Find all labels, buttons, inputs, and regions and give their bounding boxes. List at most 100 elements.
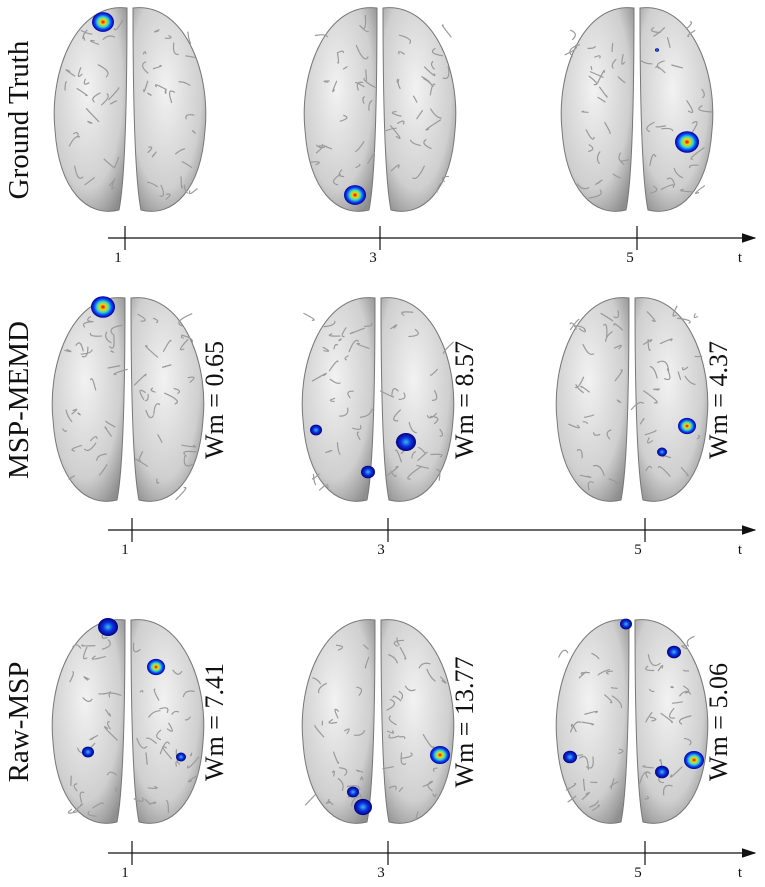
- activation: [344, 185, 366, 205]
- sulcus: [575, 384, 584, 394]
- sulcus: [564, 44, 578, 56]
- sulcus: [386, 730, 395, 734]
- sulcus: [304, 794, 316, 806]
- row-label: MSP-MEMD: [3, 321, 35, 479]
- sulcus: [101, 639, 111, 650]
- sulcus: [398, 690, 404, 700]
- sulcus: [639, 417, 645, 425]
- sulcus: [396, 120, 405, 125]
- sulcus: [395, 449, 402, 463]
- sulcus: [397, 81, 401, 90]
- sulcus: [132, 642, 141, 653]
- sulcus: [600, 312, 614, 322]
- sulcus: [614, 344, 622, 350]
- sulcus: [159, 707, 169, 713]
- sulcus: [680, 466, 689, 477]
- axis-end-label: t: [738, 250, 743, 266]
- sulcus: [355, 163, 361, 169]
- sulcus: [143, 80, 149, 93]
- axis-end-label: t: [738, 542, 743, 558]
- sulcus: [325, 800, 331, 804]
- sulcus: [407, 466, 422, 480]
- sulcus: [75, 342, 84, 352]
- tick-label: 5: [634, 542, 642, 558]
- hemisphere: [380, 619, 455, 824]
- sulcus: [87, 810, 97, 817]
- hemisphere: [634, 297, 709, 502]
- sulcus: [682, 685, 690, 694]
- sulcus: [81, 346, 89, 358]
- sulcus: [89, 734, 99, 741]
- sulcus: [331, 770, 335, 777]
- sulcus: [611, 58, 617, 69]
- sulcus: [152, 317, 159, 324]
- sulcus: [139, 389, 146, 400]
- sulcus: [356, 81, 364, 91]
- sulcus: [134, 458, 149, 468]
- sulcus: [605, 670, 614, 675]
- activation: [620, 618, 632, 630]
- sulcus: [348, 339, 359, 352]
- sulcus: [642, 339, 653, 346]
- sulcus: [339, 407, 349, 417]
- sulcus: [315, 144, 327, 149]
- sulcus: [653, 27, 665, 37]
- sulcus: [359, 408, 373, 418]
- sulcus: [355, 44, 369, 60]
- sulcus: [133, 797, 144, 803]
- sulcus: [344, 728, 350, 735]
- sulcus: [595, 179, 603, 185]
- sulcus: [614, 369, 623, 382]
- sulcus: [664, 368, 671, 381]
- sulcus: [441, 175, 450, 182]
- brain-panel: [51, 618, 205, 824]
- brain-panel: [555, 618, 709, 824]
- sulcus: [171, 710, 180, 715]
- brain-panel: [560, 7, 714, 212]
- sulcus: [109, 100, 118, 105]
- sulcus: [64, 81, 68, 91]
- sulcus: [642, 765, 654, 769]
- sulcus: [310, 161, 320, 166]
- sulcus: [175, 761, 181, 767]
- wm-value: Wm = 13.77: [450, 657, 479, 788]
- sulcus: [91, 655, 106, 660]
- brain-panel: [555, 297, 709, 502]
- sulcus: [647, 654, 661, 667]
- sulcus: [344, 355, 349, 361]
- sulcus: [588, 75, 598, 86]
- sulcus: [582, 778, 586, 792]
- sulcus: [187, 774, 199, 783]
- sulcus: [113, 19, 124, 31]
- sulcus: [110, 350, 115, 353]
- sulcus: [365, 69, 368, 82]
- sulcus: [436, 182, 441, 193]
- wm-value: Wm = 4.37: [704, 341, 733, 459]
- hemisphere: [301, 297, 376, 502]
- sulcus: [92, 92, 101, 103]
- sulcus: [698, 105, 713, 113]
- sulcus: [596, 151, 601, 164]
- sulcus: [147, 181, 158, 188]
- sulcus: [317, 682, 327, 694]
- sulcus: [102, 35, 116, 40]
- sulcus: [396, 78, 400, 83]
- sulcus: [175, 148, 186, 155]
- sulcus: [579, 755, 589, 771]
- sulcus: [386, 698, 396, 711]
- sulcus: [314, 34, 328, 38]
- sulcus: [429, 368, 438, 376]
- sulcus: [361, 14, 367, 30]
- sulcus: [668, 707, 676, 719]
- sulcus: [333, 343, 339, 350]
- sulcus: [339, 114, 348, 122]
- sulcus: [168, 90, 176, 103]
- sulcus: [363, 77, 376, 89]
- sulcus: [639, 59, 653, 65]
- sulcus: [417, 446, 426, 454]
- sulcus: [645, 712, 653, 723]
- sulcus: [569, 29, 576, 41]
- sulcus: [312, 677, 321, 685]
- sulcus: [142, 61, 149, 74]
- sulcus: [179, 338, 189, 351]
